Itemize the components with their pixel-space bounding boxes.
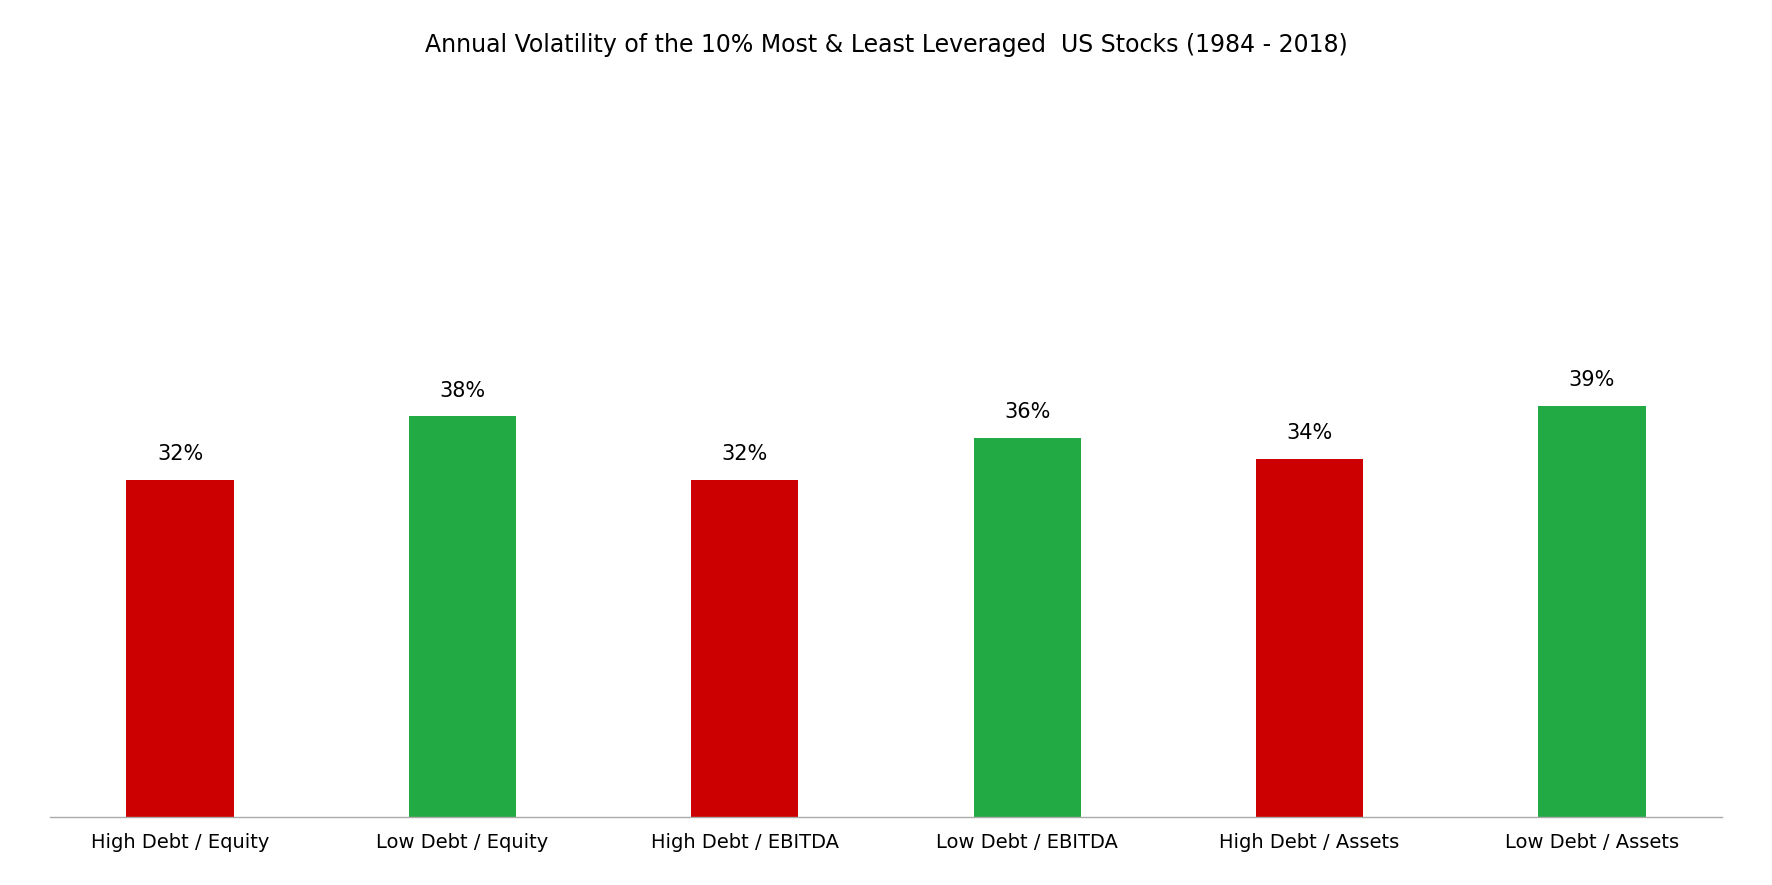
Text: 34%: 34% — [1286, 423, 1333, 442]
Text: 32%: 32% — [158, 444, 204, 464]
Text: 39%: 39% — [1568, 370, 1614, 390]
Title: Annual Volatility of the 10% Most & Least Leveraged  US Stocks (1984 - 2018): Annual Volatility of the 10% Most & Leas… — [425, 33, 1347, 57]
Bar — [1538, 406, 1646, 817]
Bar — [691, 480, 799, 817]
Text: 36%: 36% — [1005, 402, 1051, 422]
Bar — [409, 417, 516, 817]
Bar — [126, 480, 234, 817]
Bar — [1256, 458, 1363, 817]
Text: 32%: 32% — [721, 444, 767, 464]
Text: 38%: 38% — [439, 381, 486, 401]
Bar — [973, 437, 1081, 817]
